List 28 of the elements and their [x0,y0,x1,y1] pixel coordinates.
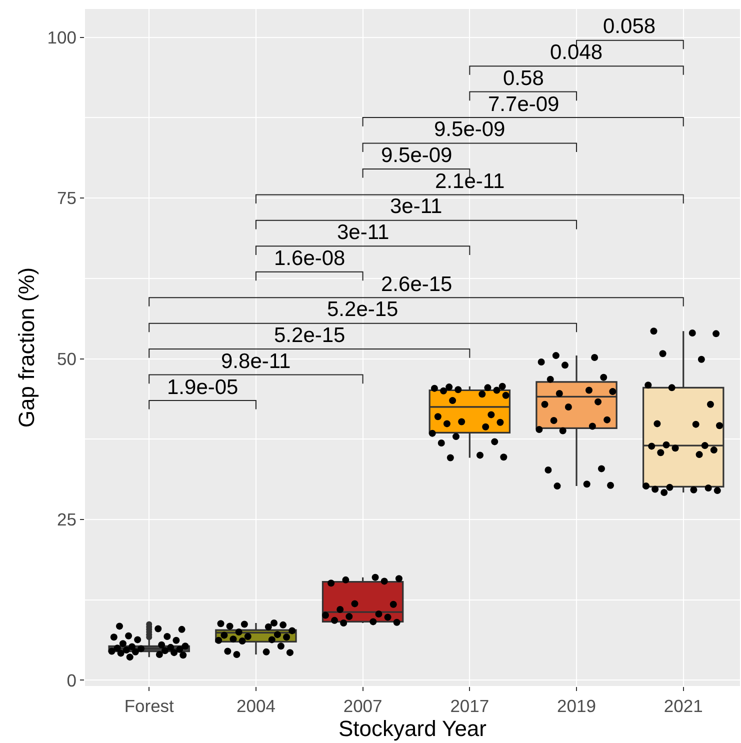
annotation: 0.58 [503,67,544,90]
y-tick-label: 50 [57,348,77,369]
x-tick-label: 2007 [343,696,382,716]
x-tick-label: 2021 [664,696,703,716]
annotation: 1.6e-08 [274,247,346,270]
x-tick-label: Forest [124,696,174,716]
x-tick-label: 2004 [236,696,276,716]
annotation: 7.7e-09 [488,93,560,116]
annotation: 0.048 [550,41,603,64]
x-tick-label: 2017 [450,696,490,716]
annotation: 3e-11 [337,221,390,244]
y-tick-label: 75 [57,188,76,208]
y-tick-label: 100 [47,27,77,48]
y-tick-label: 25 [57,510,76,530]
annotation: 9.5e-09 [434,118,506,141]
annotation: 9.5e-09 [381,144,452,167]
y-tick-label: 0 [66,670,77,690]
annotation: 0.058 [603,15,656,38]
annotation: 2.1e-11 [435,170,505,193]
annotation: 5.2e-15 [327,298,398,321]
annotation: 5.2e-15 [274,324,346,347]
annotation: 9.8e-11 [221,350,291,373]
annotation: 3e-11 [390,195,442,218]
annotation: 2.6e-15 [381,273,452,296]
annotation: 1.9e-05 [167,376,238,399]
x-axis-title: Stockyard Year [338,716,486,741]
x-tick-label: 2019 [557,696,596,716]
y-axis-title: Gap fraction (%) [14,267,40,428]
